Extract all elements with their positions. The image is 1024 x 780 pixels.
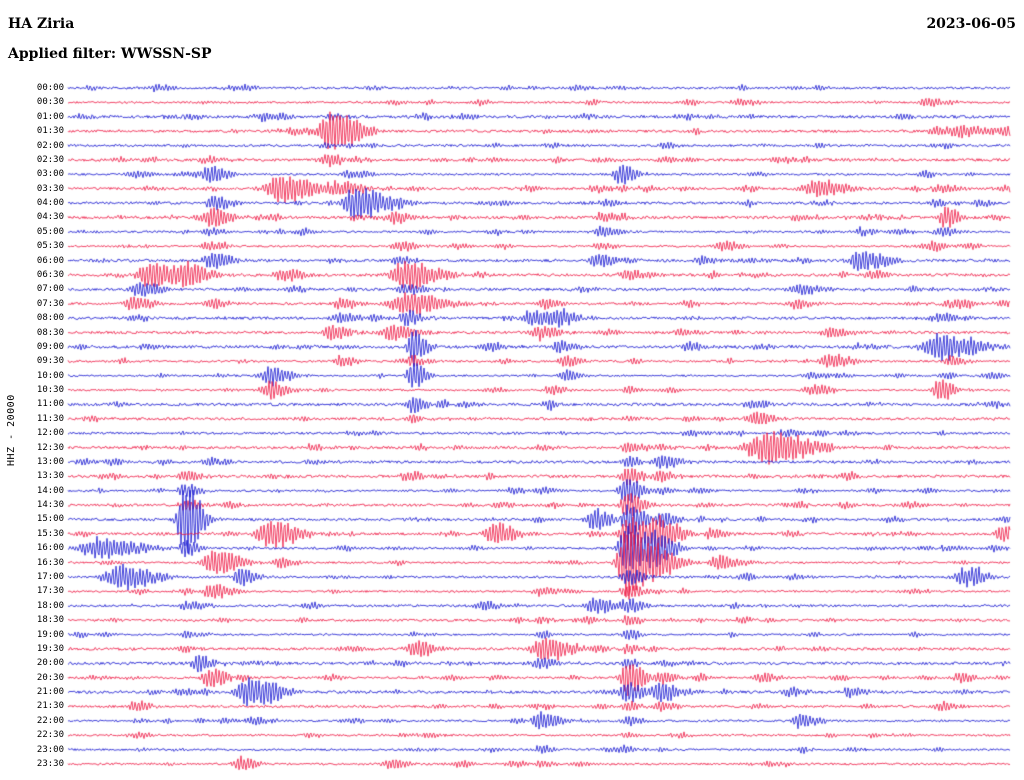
seismogram-canvas	[0, 0, 1024, 780]
